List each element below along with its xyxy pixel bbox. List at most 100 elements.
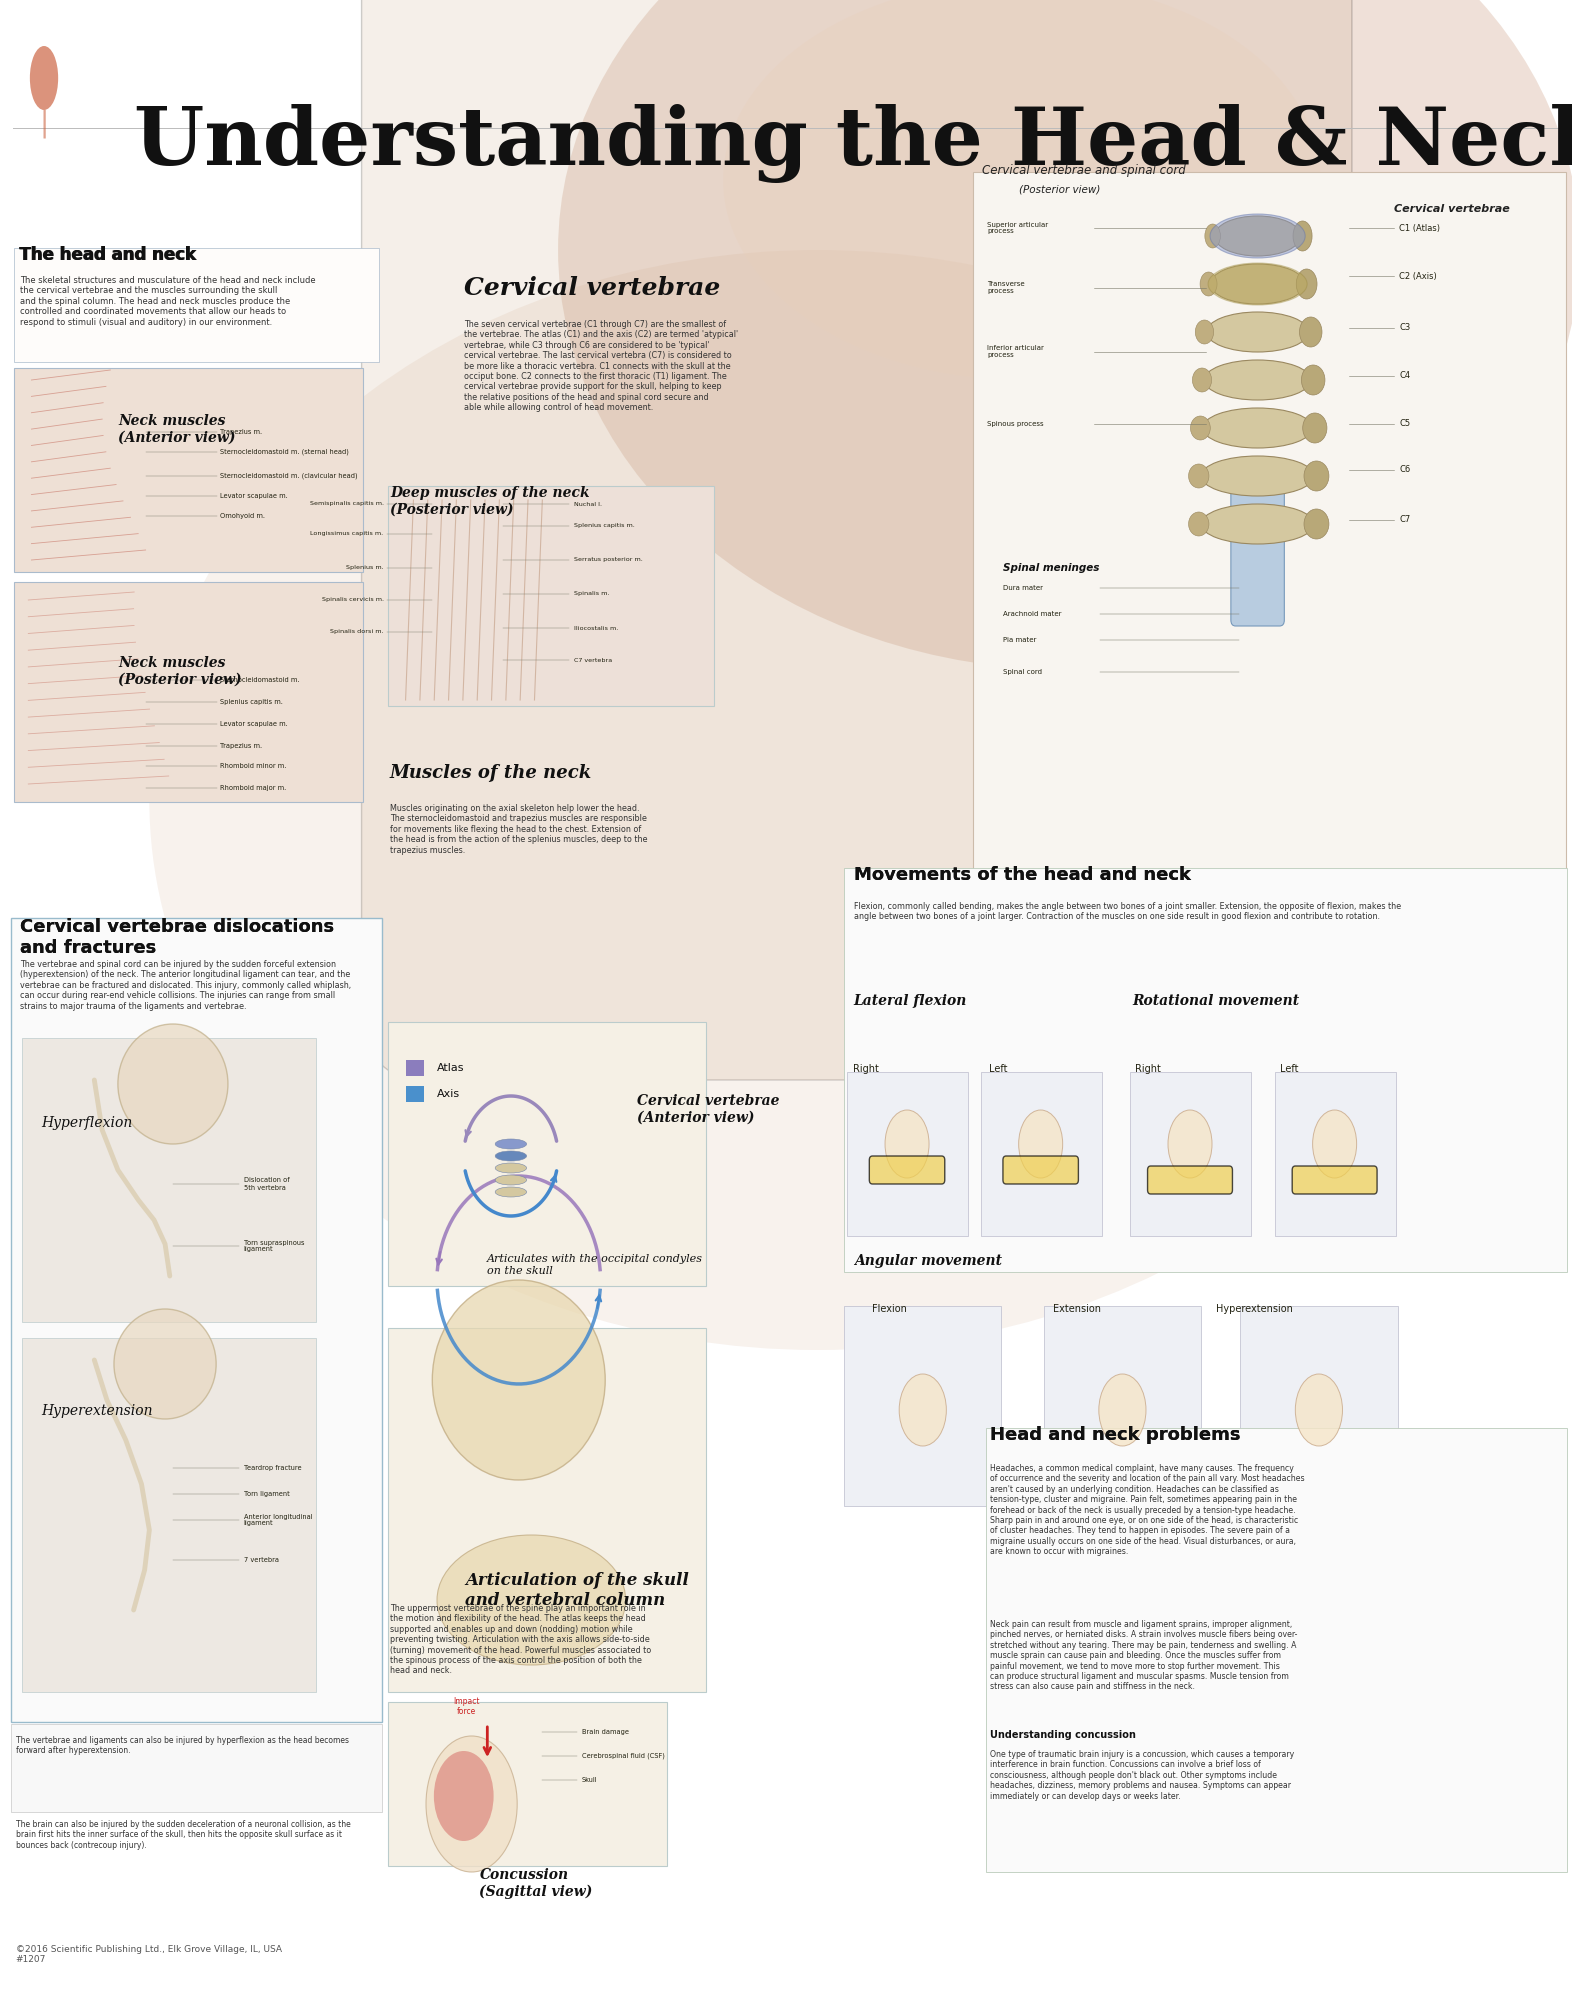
Ellipse shape	[1294, 220, 1313, 250]
Text: Splenius capitis m.: Splenius capitis m.	[220, 700, 283, 706]
Text: Flexion, commonly called bending, makes the angle between two bones of a joint s: Flexion, commonly called bending, makes …	[854, 902, 1401, 922]
Ellipse shape	[1306, 464, 1327, 488]
Text: Movements of the head and neck: Movements of the head and neck	[854, 866, 1190, 884]
Text: Superior articular
process: Superior articular process	[987, 222, 1049, 234]
Text: Understanding concussion: Understanding concussion	[990, 1730, 1137, 1740]
Ellipse shape	[1305, 462, 1328, 490]
Text: C3: C3	[1399, 324, 1410, 332]
Ellipse shape	[1297, 268, 1317, 298]
FancyBboxPatch shape	[981, 1072, 1102, 1236]
Ellipse shape	[899, 1374, 946, 1446]
Text: Rhomboid minor m.: Rhomboid minor m.	[220, 762, 286, 768]
Text: ©2016 Scientific Publishing Ltd., Elk Grove Village, IL, USA
#1207: ©2016 Scientific Publishing Ltd., Elk Gr…	[16, 1944, 281, 1964]
Text: Trapezius m.: Trapezius m.	[220, 742, 263, 748]
Ellipse shape	[118, 1024, 228, 1144]
Text: C7 vertebra: C7 vertebra	[574, 658, 612, 662]
Text: Articulation of the skull
and vertebral column: Articulation of the skull and vertebral …	[465, 1572, 689, 1608]
Text: Atlas: Atlas	[437, 1064, 464, 1072]
Text: Spinous process: Spinous process	[987, 422, 1044, 428]
Text: Splenius capitis m.: Splenius capitis m.	[574, 524, 635, 528]
Text: C2 (Axis): C2 (Axis)	[1399, 272, 1437, 280]
Ellipse shape	[1295, 224, 1311, 248]
Ellipse shape	[426, 1736, 517, 1872]
Ellipse shape	[432, 1280, 605, 1480]
Ellipse shape	[885, 1110, 929, 1178]
Ellipse shape	[434, 1752, 494, 1840]
FancyBboxPatch shape	[388, 1328, 706, 1692]
Text: Cervical vertebrae: Cervical vertebrae	[1394, 204, 1511, 214]
Text: Spinalis dorsi m.: Spinalis dorsi m.	[330, 630, 384, 634]
Ellipse shape	[115, 1308, 217, 1420]
FancyBboxPatch shape	[986, 1428, 1567, 1872]
Text: Sternocleidomastoid m. (sternal head): Sternocleidomastoid m. (sternal head)	[220, 448, 349, 456]
Ellipse shape	[1019, 1110, 1063, 1178]
Text: Lateral flexion: Lateral flexion	[854, 994, 967, 1008]
Text: Pia mater: Pia mater	[1003, 636, 1036, 644]
Text: Articulates with the occipital condyles
on the skull: Articulates with the occipital condyles …	[487, 1254, 703, 1276]
Ellipse shape	[1298, 272, 1316, 296]
Text: Torn supraspinous
ligament: Torn supraspinous ligament	[244, 1240, 303, 1252]
Text: The skeletal structures and musculature of the head and neck include
the cervica: The skeletal structures and musculature …	[20, 276, 316, 326]
Text: Longissimus capitis m.: Longissimus capitis m.	[310, 532, 384, 536]
Ellipse shape	[495, 1140, 527, 1148]
Text: Dislocation of
5th vertebra: Dislocation of 5th vertebra	[244, 1178, 289, 1190]
Text: Movements of the head and neck: Movements of the head and neck	[854, 866, 1190, 884]
Ellipse shape	[1204, 224, 1220, 248]
Text: C5: C5	[1399, 420, 1410, 428]
FancyBboxPatch shape	[388, 1022, 706, 1286]
Text: Omohyoid m.: Omohyoid m.	[220, 512, 266, 518]
FancyBboxPatch shape	[22, 1338, 316, 1692]
Ellipse shape	[1215, 216, 1302, 256]
Text: Hyperextension: Hyperextension	[41, 1404, 152, 1418]
FancyBboxPatch shape	[388, 486, 714, 706]
Text: Left: Left	[1280, 1064, 1298, 1074]
Text: Flexion: Flexion	[872, 1304, 907, 1314]
FancyBboxPatch shape	[362, 0, 1352, 1080]
FancyBboxPatch shape	[22, 1038, 316, 1322]
Text: Iliocostalis m.: Iliocostalis m.	[574, 626, 618, 630]
Text: Sternocleidomastoid m.: Sternocleidomastoid m.	[220, 676, 300, 684]
Ellipse shape	[149, 250, 1486, 1350]
Text: Right: Right	[854, 1064, 879, 1074]
Text: Impact
force: Impact force	[454, 1696, 479, 1716]
Text: The seven cervical vertebrae (C1 through C7) are the smallest of
the vertebrae. : The seven cervical vertebrae (C1 through…	[464, 320, 737, 412]
Text: Serratus posterior m.: Serratus posterior m.	[574, 558, 643, 562]
Text: Spinal cord: Spinal cord	[1003, 668, 1042, 676]
FancyBboxPatch shape	[11, 1724, 382, 1812]
Text: The head and neck: The head and neck	[20, 246, 196, 264]
Text: Spinal meninges: Spinal meninges	[1003, 564, 1099, 572]
Ellipse shape	[495, 1186, 527, 1196]
Text: Sternocleidomastoid m. (clavicular head): Sternocleidomastoid m. (clavicular head)	[220, 472, 358, 480]
FancyBboxPatch shape	[869, 1156, 945, 1184]
Text: The head and neck: The head and neck	[19, 246, 195, 264]
Ellipse shape	[1209, 262, 1308, 304]
Text: Hyperextension: Hyperextension	[1217, 1304, 1292, 1314]
Ellipse shape	[1188, 512, 1209, 536]
Ellipse shape	[723, 0, 1320, 380]
Text: Neck muscles
(Anterior view): Neck muscles (Anterior view)	[118, 414, 236, 444]
Text: (Posterior view): (Posterior view)	[1019, 184, 1100, 194]
Text: C4: C4	[1399, 372, 1410, 380]
Ellipse shape	[1210, 264, 1305, 304]
Text: The uppermost vertebrae of the spine play an important role in
the motion and fl: The uppermost vertebrae of the spine pla…	[390, 1604, 651, 1676]
Bar	[406, 1086, 424, 1102]
FancyBboxPatch shape	[1148, 1166, 1232, 1194]
Ellipse shape	[495, 1164, 527, 1172]
Text: The brain can also be injured by the sudden deceleration of a neuronal collision: The brain can also be injured by the sud…	[16, 1820, 351, 1850]
Ellipse shape	[1201, 504, 1314, 544]
FancyBboxPatch shape	[973, 172, 1566, 906]
Text: Teardrop fracture: Teardrop fracture	[244, 1464, 302, 1472]
Ellipse shape	[1195, 320, 1214, 344]
Ellipse shape	[1305, 508, 1328, 538]
Ellipse shape	[1300, 316, 1322, 348]
Text: Inferior articular
process: Inferior articular process	[987, 346, 1044, 358]
Text: Transverse
process: Transverse process	[987, 282, 1025, 294]
Text: Neck pain can result from muscle and ligament sprains, improper alignment,
pinch: Neck pain can result from muscle and lig…	[990, 1620, 1298, 1692]
FancyBboxPatch shape	[1292, 1166, 1377, 1194]
Ellipse shape	[1168, 1110, 1212, 1178]
Text: Understanding the Head & Neck: Understanding the Head & Neck	[134, 104, 1572, 184]
Ellipse shape	[495, 1174, 527, 1184]
FancyBboxPatch shape	[847, 1072, 968, 1236]
Ellipse shape	[30, 46, 58, 110]
Ellipse shape	[437, 1536, 626, 1664]
